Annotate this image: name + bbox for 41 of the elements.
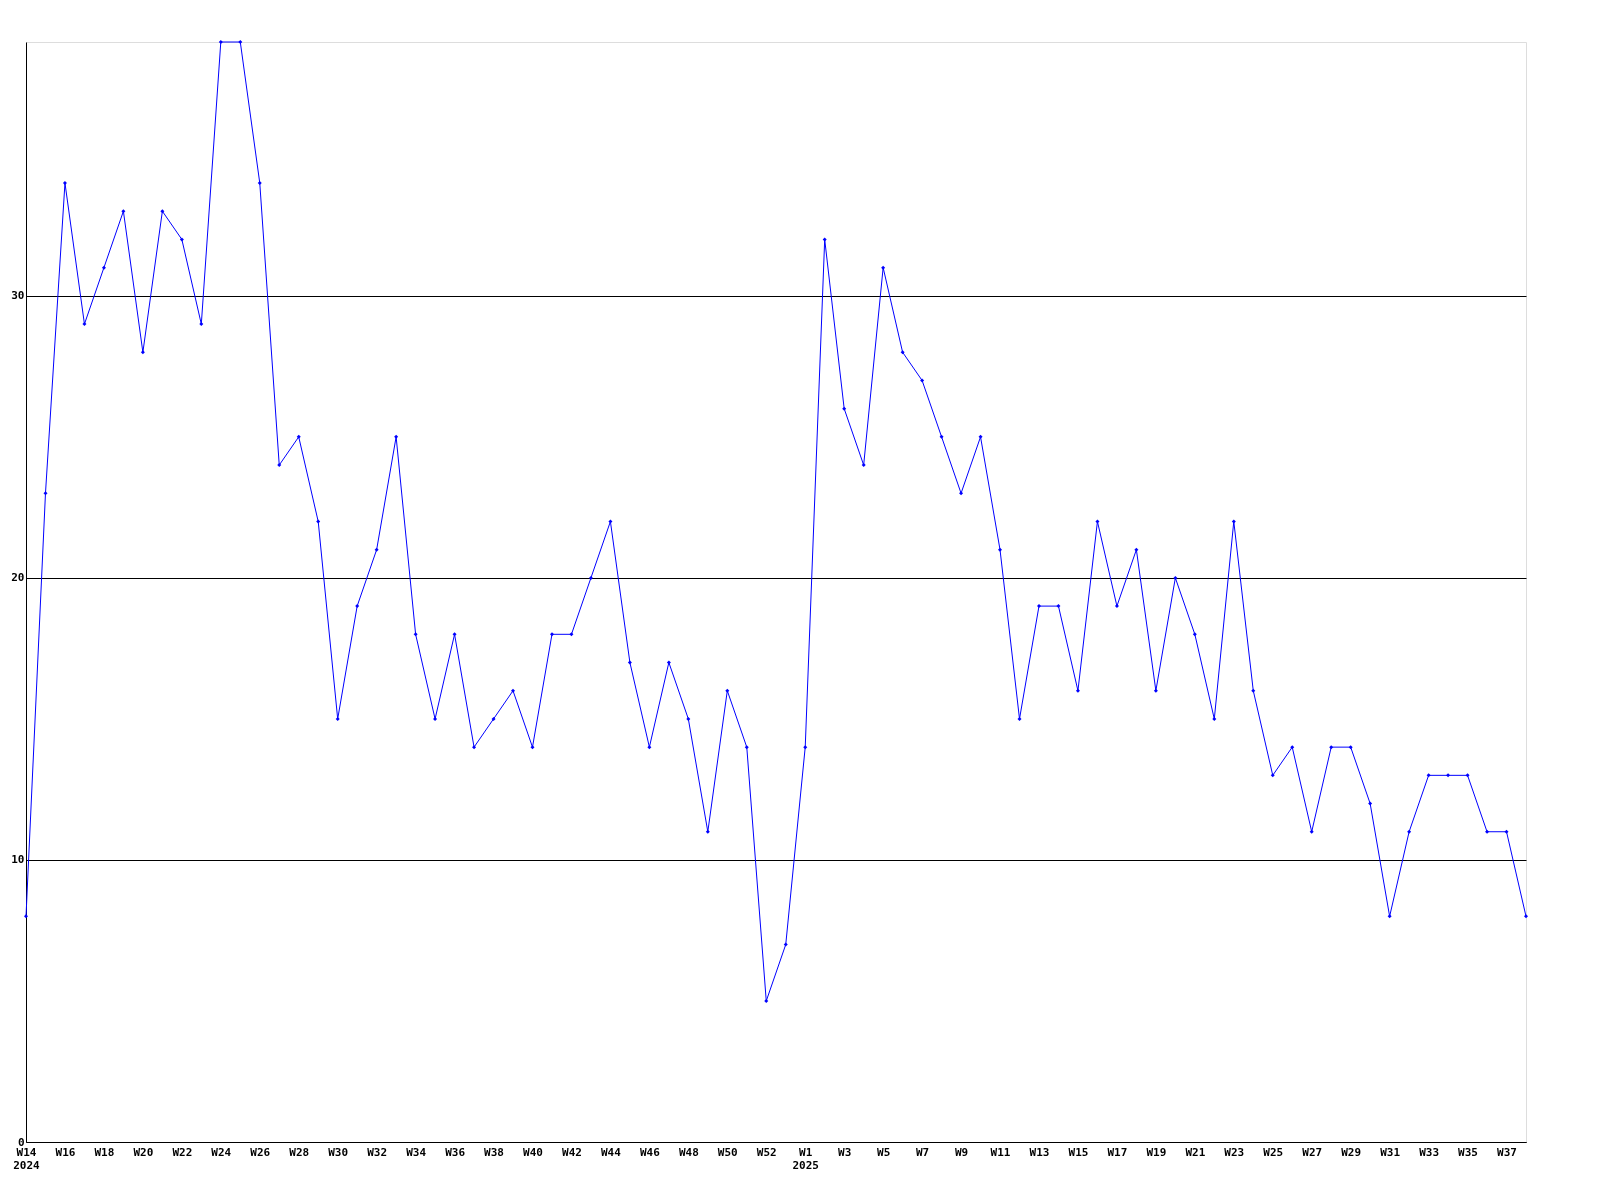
x-tick-label: W40 <box>523 1145 543 1159</box>
x-tick-label: W38 <box>484 1145 504 1159</box>
x-tick-label: W5 <box>877 1145 891 1159</box>
y-tick-label: 10 <box>11 853 25 867</box>
x-tick-label: W34 <box>406 1145 427 1159</box>
x-tick-label: W35 <box>1458 1145 1478 1159</box>
x-tick-label: W15 <box>1068 1145 1089 1159</box>
x-tick-label: W3 <box>838 1145 852 1159</box>
x-tick-label: W32 <box>367 1145 388 1159</box>
x-tick-label: W23 <box>1224 1145 1245 1159</box>
x-tick-label: W25 <box>1263 1145 1284 1159</box>
x-tick-label: W28 <box>289 1145 310 1159</box>
x-tick-label: W17 <box>1107 1145 1128 1159</box>
x-tick-label: W9 <box>954 1145 969 1159</box>
x-tick-label: W42 <box>562 1145 582 1159</box>
x-tick-label: W50 <box>717 1145 738 1159</box>
x-tick-label: W52 <box>756 1145 777 1159</box>
x-tick-label: W24 <box>211 1145 232 1159</box>
x-tick-label: W7 <box>915 1145 930 1159</box>
x-tick-label: W1 2025 <box>792 1145 819 1172</box>
x-tick-label: W36 <box>445 1145 466 1159</box>
x-tick-label: W26 <box>250 1145 271 1159</box>
x-tick-label: W21 <box>1185 1145 1206 1159</box>
x-tick-label: W13 <box>1029 1145 1050 1159</box>
x-tick-label: W46 <box>639 1145 661 1159</box>
y-tick-label: 20 <box>11 571 25 585</box>
x-tick-label: W19 <box>1146 1145 1167 1159</box>
x-tick-label: W16 <box>55 1145 76 1159</box>
y-tick-label: 30 <box>11 289 25 303</box>
x-tick-label: W30 <box>328 1145 349 1159</box>
x-tick-label: W18 <box>94 1145 115 1159</box>
x-tick-label: W44 <box>600 1145 622 1159</box>
x-tick-label: W33 <box>1419 1145 1440 1159</box>
x-tick-label: W22 <box>172 1145 193 1159</box>
x-tick-label: W20 <box>133 1145 154 1159</box>
x-tick-label: W27 <box>1302 1145 1323 1159</box>
x-tick-label: W29 <box>1341 1145 1362 1159</box>
x-tick-label: W48 <box>678 1145 699 1159</box>
x-tick-label: W11 <box>990 1145 1011 1159</box>
x-tick-label: W37 <box>1497 1145 1517 1159</box>
x-tick-label: W31 <box>1380 1145 1401 1159</box>
